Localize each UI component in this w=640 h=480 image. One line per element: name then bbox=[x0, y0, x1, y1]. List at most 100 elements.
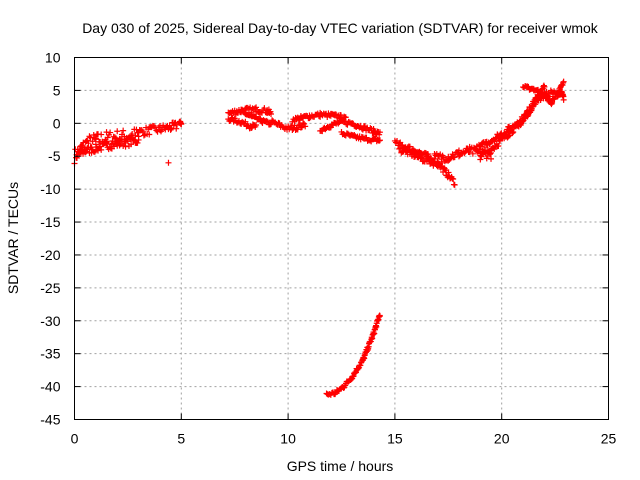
data-point bbox=[98, 131, 105, 138]
data-point bbox=[495, 142, 502, 149]
data-point bbox=[351, 132, 358, 139]
data-point bbox=[107, 129, 114, 136]
data-point bbox=[268, 110, 275, 117]
series-track bbox=[396, 145, 445, 170]
data-point bbox=[477, 156, 484, 163]
data-point bbox=[549, 99, 556, 106]
data-point bbox=[488, 149, 495, 156]
series-track bbox=[289, 109, 349, 125]
y-tick-label: -25 bbox=[40, 280, 60, 296]
data-point bbox=[488, 155, 495, 162]
data-point bbox=[376, 129, 383, 136]
series-track bbox=[317, 116, 383, 138]
x-tick-label: 15 bbox=[387, 431, 403, 447]
x-axis-label: GPS time / hours bbox=[287, 458, 394, 474]
data-point bbox=[253, 121, 260, 128]
data-point bbox=[103, 140, 110, 147]
data-point bbox=[528, 107, 535, 114]
chart-title: Day 030 of 2025, Sidereal Day-to-day VTE… bbox=[82, 20, 599, 36]
data-point bbox=[263, 117, 270, 124]
series-track bbox=[268, 117, 309, 134]
data-point bbox=[477, 143, 484, 150]
data-point bbox=[445, 169, 452, 176]
data-point bbox=[437, 163, 444, 170]
data-point bbox=[167, 126, 174, 133]
y-tick-label: 5 bbox=[53, 82, 61, 98]
data-point bbox=[83, 148, 90, 155]
x-tick-label: 25 bbox=[601, 431, 617, 447]
y-tick-label: 10 bbox=[45, 50, 61, 66]
data-point bbox=[302, 123, 309, 130]
isolated-data-point bbox=[165, 159, 172, 166]
data-point bbox=[517, 122, 524, 129]
data-point bbox=[359, 126, 366, 133]
y-tick-label: -30 bbox=[40, 313, 60, 329]
x-tick-label: 0 bbox=[71, 431, 79, 447]
data-point bbox=[451, 181, 458, 188]
data-point bbox=[92, 136, 99, 143]
x-tick-label: 20 bbox=[494, 431, 510, 447]
data-point bbox=[342, 118, 349, 125]
data-point bbox=[371, 127, 378, 134]
data-point bbox=[469, 150, 476, 157]
data-point bbox=[82, 149, 89, 156]
data-point bbox=[532, 101, 539, 108]
y-tick-label: -40 bbox=[40, 379, 60, 395]
data-point bbox=[478, 153, 485, 160]
data-point bbox=[450, 176, 457, 183]
data-point bbox=[114, 128, 121, 135]
data-point bbox=[242, 118, 249, 125]
tick-layer: 0 5 10 15 20 25 10 5 0 -5 -10 -15 -20 -25 -30 -35 -40 -45 bbox=[40, 50, 616, 447]
data-point bbox=[430, 158, 437, 165]
data-point bbox=[84, 137, 91, 144]
data-point bbox=[342, 114, 349, 121]
data-point bbox=[524, 113, 531, 120]
x-tick-label: 10 bbox=[280, 431, 296, 447]
series-track bbox=[554, 88, 567, 103]
data-point bbox=[455, 153, 462, 160]
data-point bbox=[257, 115, 264, 122]
data-point bbox=[560, 78, 567, 85]
data-point bbox=[291, 118, 298, 125]
data-point bbox=[84, 145, 91, 152]
data-point bbox=[352, 369, 359, 376]
series-track bbox=[225, 114, 260, 132]
data-point bbox=[397, 145, 404, 152]
data-point bbox=[479, 139, 486, 146]
data-point bbox=[410, 149, 417, 156]
series-track bbox=[520, 78, 567, 108]
data-point bbox=[173, 125, 180, 132]
series-track bbox=[73, 134, 142, 158]
data-point bbox=[295, 117, 302, 124]
data-point bbox=[92, 141, 99, 148]
data-point bbox=[94, 147, 101, 154]
data-point bbox=[122, 143, 129, 150]
data-point bbox=[121, 139, 128, 146]
plot-frame bbox=[74, 57, 609, 420]
data-point bbox=[541, 83, 548, 90]
data-point bbox=[351, 370, 358, 377]
y-tick-label: 0 bbox=[53, 115, 61, 131]
y-tick-label: -45 bbox=[40, 412, 60, 428]
series-track bbox=[135, 119, 181, 140]
data-point bbox=[98, 146, 105, 153]
data-point bbox=[128, 141, 135, 148]
data-point bbox=[104, 134, 111, 141]
series-track bbox=[477, 87, 559, 163]
data-point bbox=[178, 121, 185, 128]
series-track bbox=[176, 118, 185, 128]
y-tick-label: -35 bbox=[40, 346, 60, 362]
y-tick-label: -20 bbox=[40, 247, 60, 263]
data-point bbox=[251, 105, 258, 112]
data-point bbox=[298, 124, 305, 131]
series-track bbox=[338, 128, 383, 145]
data-point bbox=[355, 365, 362, 372]
data-point bbox=[90, 131, 97, 138]
data-point bbox=[560, 96, 567, 103]
series-track bbox=[225, 104, 275, 118]
data-point bbox=[376, 137, 383, 144]
data-point bbox=[91, 148, 98, 155]
data-point bbox=[451, 154, 458, 161]
data-layer bbox=[71, 78, 567, 398]
data-point bbox=[376, 313, 383, 320]
